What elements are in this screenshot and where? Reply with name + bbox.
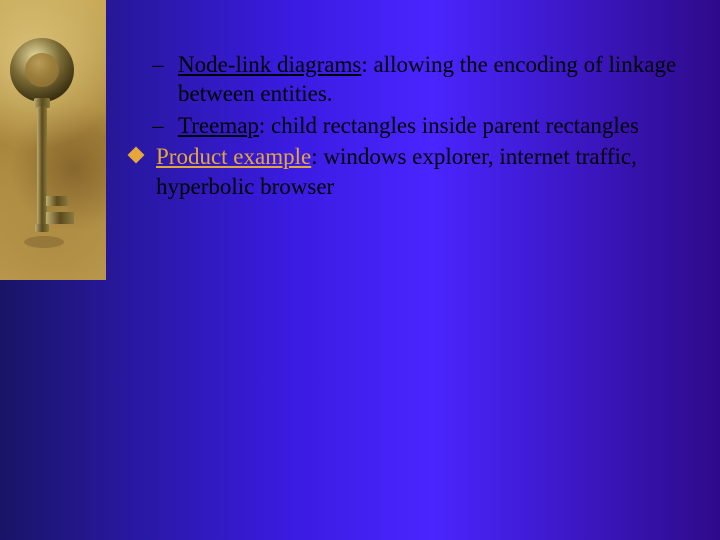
sub-bullet-treemap: – Treemap: child rectangles inside paren…	[120, 111, 690, 140]
main-bullet-text: Product example: windows explorer, inter…	[156, 144, 637, 198]
sub-bullet-text: Treemap: child rectangles inside parent …	[178, 113, 639, 138]
slide: – Node-link diagrams: allowing the encod…	[0, 0, 720, 540]
diamond-bullet-icon	[128, 147, 145, 164]
sub-bullet-rest: : child rectangles inside parent rectang…	[259, 113, 639, 138]
sub-bullet-node-link: – Node-link diagrams: allowing the encod…	[120, 50, 690, 109]
sub-bullet-label: Node-link diagrams	[178, 52, 361, 77]
dash-icon: –	[152, 50, 164, 79]
sub-bullet-label: Treemap	[178, 113, 259, 138]
sub-bullet-text: Node-link diagrams: allowing the encodin…	[178, 52, 676, 106]
main-bullet-label: Product example	[156, 144, 311, 169]
key-icon	[0, 0, 106, 280]
dash-icon: –	[152, 111, 164, 140]
slide-content: – Node-link diagrams: allowing the encod…	[120, 50, 690, 201]
main-bullet-product-example: Product example: windows explorer, inter…	[120, 142, 690, 201]
sidebar-image	[0, 0, 106, 280]
